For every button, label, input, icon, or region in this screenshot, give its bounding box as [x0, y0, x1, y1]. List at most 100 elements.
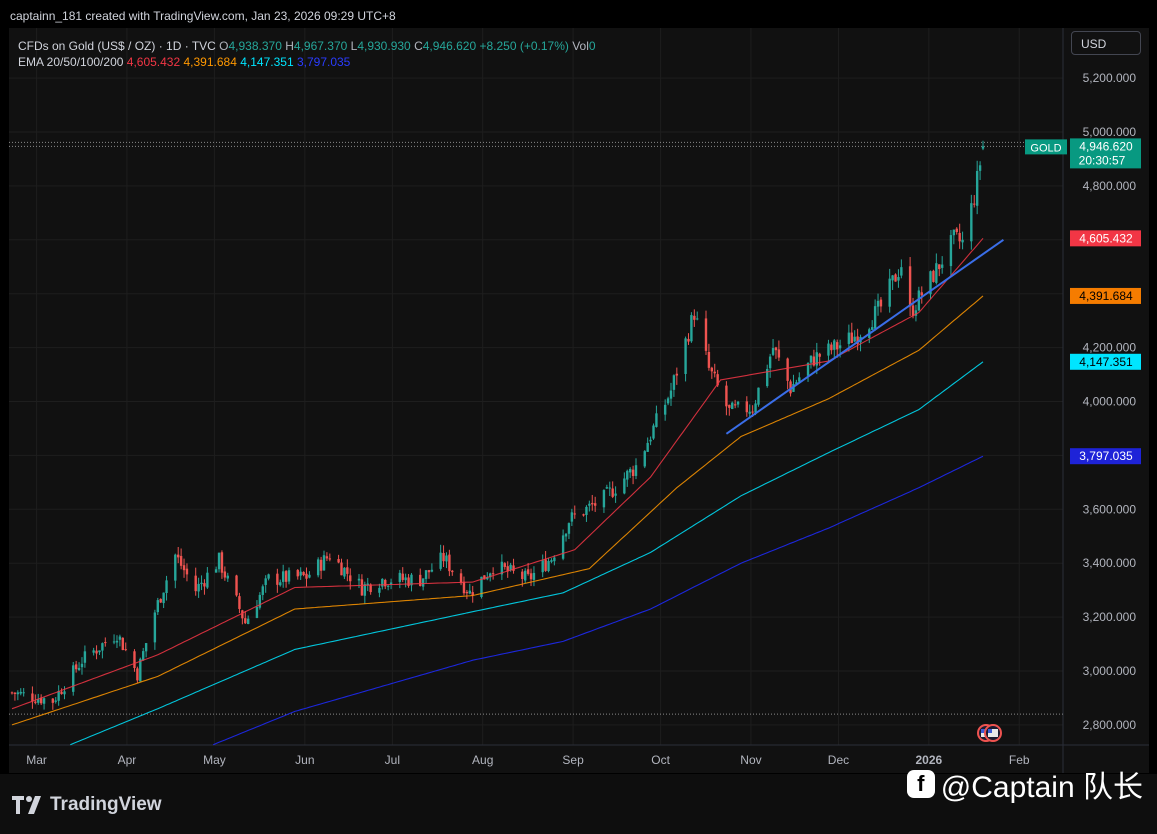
candle-body — [795, 382, 798, 384]
candle-body — [634, 465, 638, 476]
candle — [462, 576, 466, 596]
symbol-description[interactable]: CFDs on Gold (US$ / OZ) · 1D · TVC — [18, 39, 216, 53]
candle-body — [346, 567, 349, 574]
candle-body — [628, 469, 632, 473]
candle-body — [561, 535, 565, 559]
candle — [421, 578, 425, 591]
candle-body — [870, 327, 874, 330]
open-value: 4,938.370 — [228, 39, 282, 53]
candle — [235, 574, 238, 597]
candle-body — [60, 691, 63, 695]
candle-body — [197, 583, 200, 592]
candle-body — [267, 574, 270, 579]
candle — [704, 310, 708, 355]
candle-body — [731, 402, 734, 409]
candle — [561, 529, 565, 561]
candle-body — [136, 668, 139, 681]
candle-body — [652, 425, 655, 439]
candle-body — [480, 576, 483, 598]
candle — [748, 404, 751, 419]
x-tick-label: Jun — [295, 753, 314, 767]
candle — [223, 566, 227, 581]
candles — [10, 140, 985, 710]
candle — [407, 573, 410, 588]
candle-body — [238, 596, 241, 609]
candle — [112, 634, 116, 645]
candle-body — [774, 347, 778, 351]
candle — [940, 256, 944, 274]
candle-body — [445, 555, 448, 562]
ema-row: EMA 20/50/100/200 4,605.432 4,391.684 4,… — [18, 54, 596, 70]
candle-body — [51, 698, 55, 703]
candle-body — [279, 582, 282, 586]
candle-body — [897, 277, 900, 281]
candle-body — [771, 348, 775, 355]
candle-body — [185, 568, 189, 575]
candle — [34, 694, 37, 705]
us-flag-canton — [988, 729, 992, 733]
x-tick-label: May — [203, 753, 226, 767]
candle-body — [139, 658, 142, 682]
candle-body — [299, 571, 302, 576]
candle-body — [112, 641, 116, 643]
candle-body — [80, 663, 84, 668]
candle — [124, 642, 127, 652]
candle — [908, 257, 912, 316]
high-value: 4,967.370 — [293, 39, 348, 53]
candle-body — [646, 442, 649, 452]
candle-body — [544, 559, 547, 571]
candle-body — [847, 332, 851, 344]
chart-panel[interactable] — [9, 28, 1149, 773]
x-tick-label: Jul — [385, 753, 400, 767]
x-tick-label: Oct — [651, 753, 670, 767]
candle — [500, 554, 504, 580]
candle — [873, 299, 877, 331]
candle — [194, 567, 197, 596]
candle-body — [894, 274, 897, 282]
candle — [809, 355, 813, 369]
candle-body — [459, 573, 463, 584]
candle — [932, 269, 935, 283]
high-label: H — [285, 39, 294, 53]
candle-body — [932, 270, 935, 282]
candle-body — [567, 523, 571, 534]
candle — [806, 362, 810, 382]
ema-label[interactable]: EMA 20/50/100/200 — [18, 55, 124, 69]
candle-body — [468, 590, 471, 594]
candle — [343, 567, 346, 580]
candle — [541, 554, 544, 578]
tradingview-logo[interactable]: TradingView — [12, 794, 162, 816]
candle-body — [713, 371, 716, 374]
candle — [83, 645, 87, 668]
candle-body — [830, 344, 833, 351]
candle — [643, 450, 646, 469]
candle — [611, 481, 614, 499]
candle-body — [806, 363, 810, 376]
candle-body — [63, 691, 66, 695]
candle — [911, 297, 915, 319]
candle-body — [707, 351, 711, 368]
x-tick-label: Apr — [118, 753, 137, 767]
candle — [646, 437, 649, 452]
candle-body — [162, 592, 165, 604]
candle-body — [491, 573, 495, 575]
candle — [185, 563, 189, 582]
candle-body — [483, 575, 486, 580]
y-tick-label: 4,200.000 — [1083, 341, 1137, 355]
ema20-price-tag: 4,605.432 — [1070, 230, 1141, 247]
candle — [220, 550, 224, 579]
candle — [532, 566, 536, 587]
candle-body — [751, 411, 754, 413]
volume-label: Vol — [572, 39, 589, 53]
candle — [733, 399, 737, 409]
candle-body — [264, 578, 267, 585]
candle — [690, 312, 693, 343]
tradingview-logo-icon — [12, 796, 41, 814]
candle — [10, 691, 14, 695]
candle-body — [54, 700, 57, 702]
candle — [663, 399, 667, 421]
currency-button[interactable]: USD — [1071, 31, 1141, 55]
candle-body — [888, 278, 891, 307]
candle-body — [384, 579, 387, 587]
